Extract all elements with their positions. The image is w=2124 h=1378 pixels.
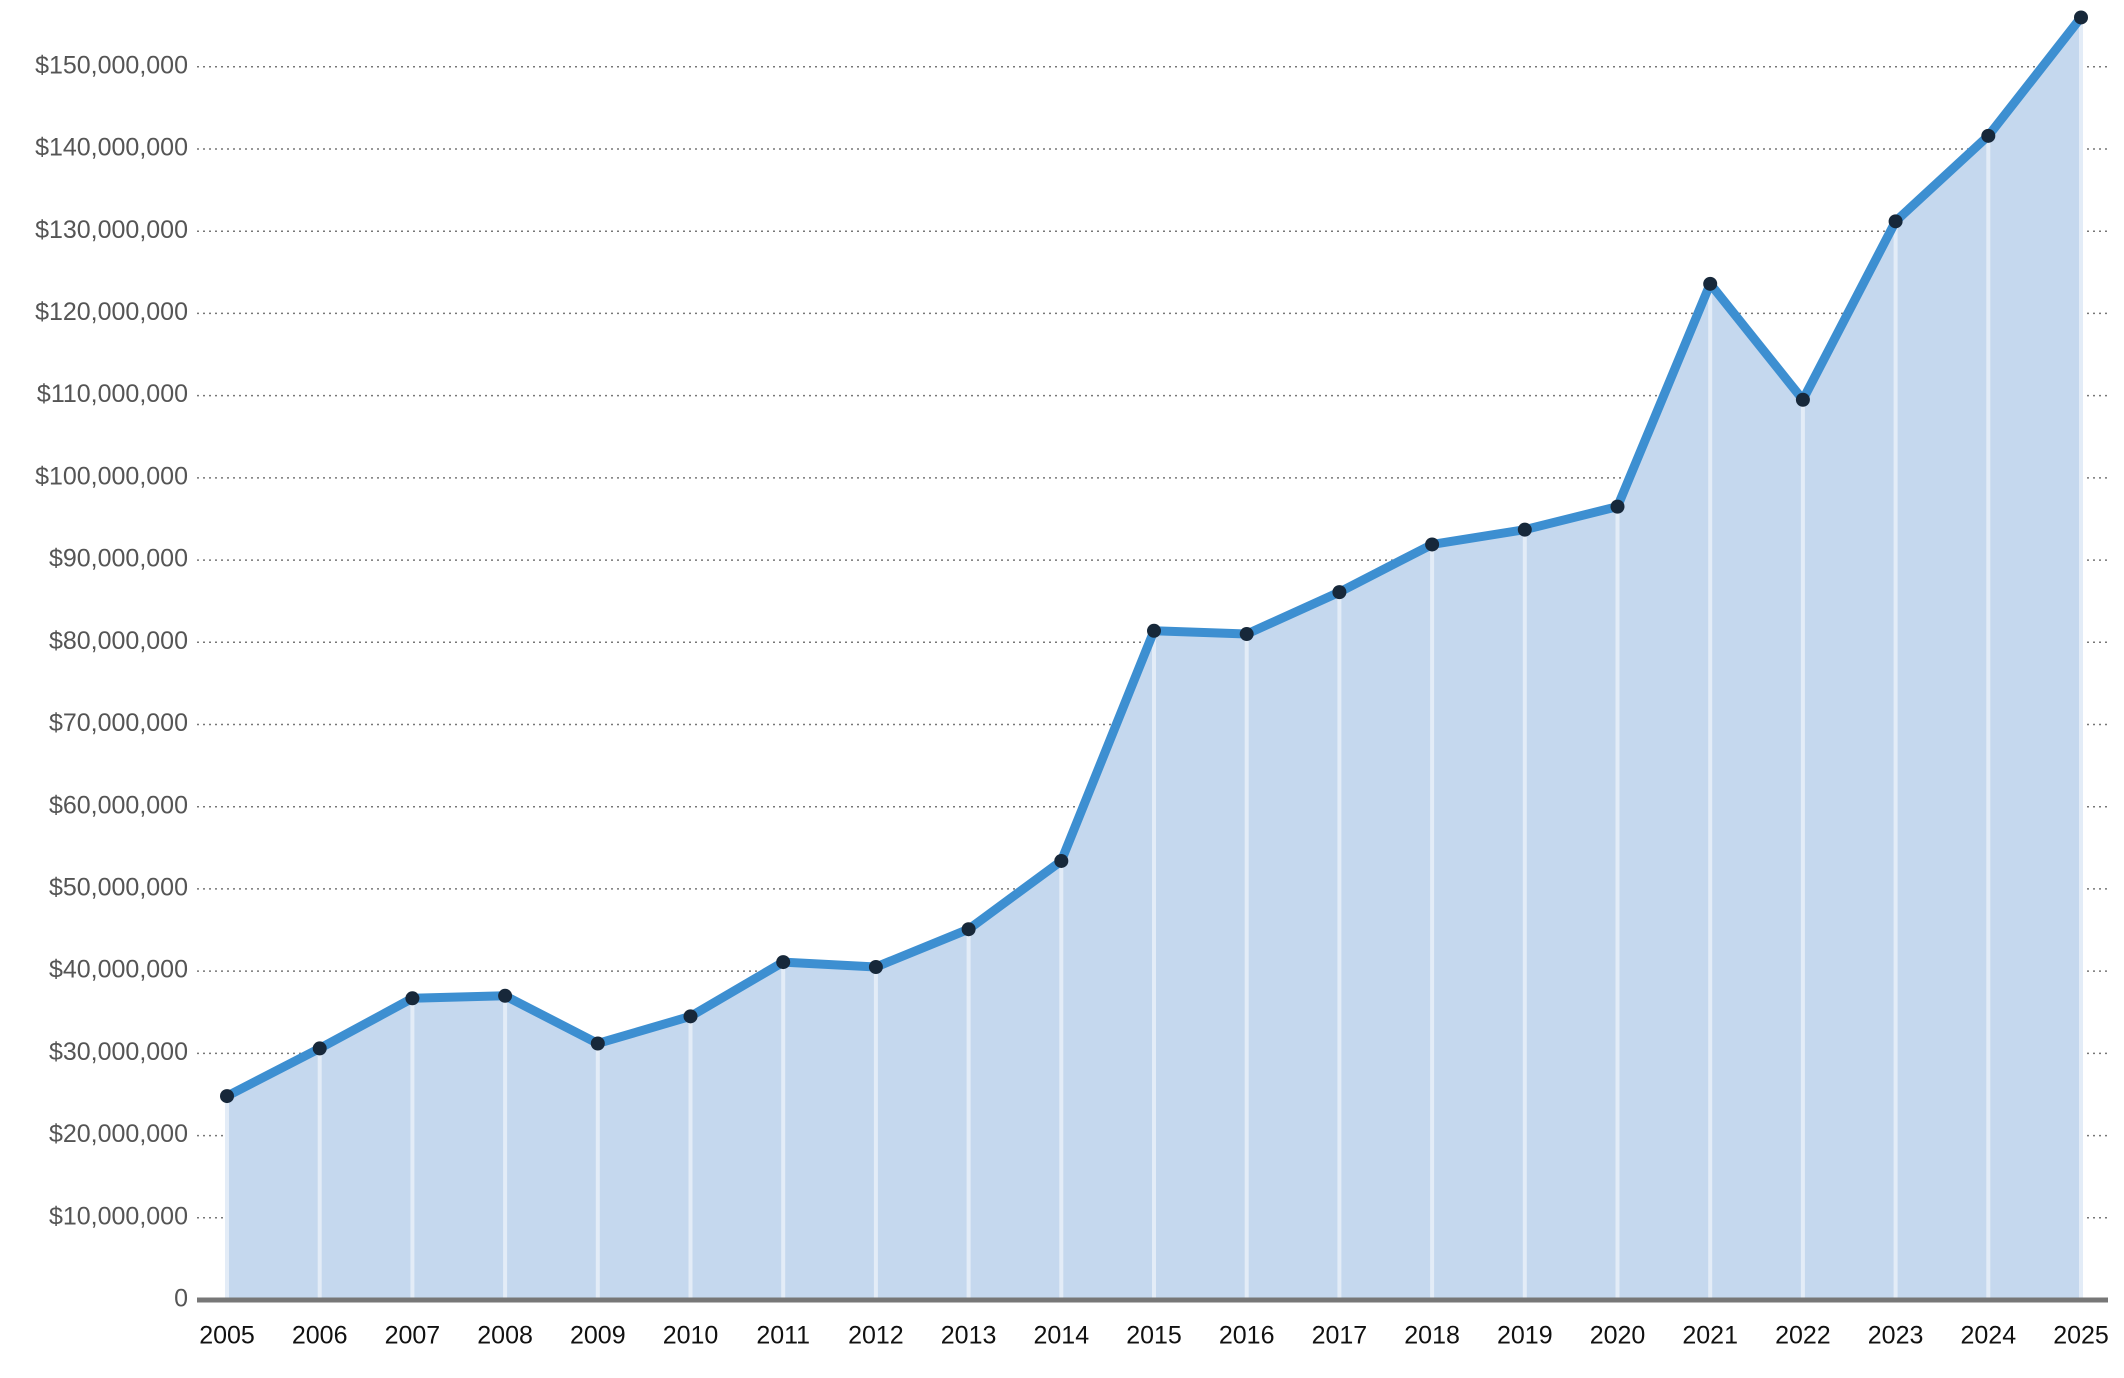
x-tick-label: 2025 — [2053, 1322, 2109, 1350]
point — [1054, 853, 1069, 868]
y-tick-label: $80,000,000 — [49, 627, 188, 655]
point — [312, 1041, 327, 1056]
point — [1610, 499, 1625, 514]
x-tick-label: 2013 — [941, 1322, 997, 1350]
y-tick-label: $70,000,000 — [49, 709, 188, 737]
x-tick-label: 2022 — [1775, 1322, 1831, 1350]
x-tick-label: 2017 — [1312, 1322, 1368, 1350]
point — [1888, 214, 1903, 229]
x-tick-label: 2007 — [385, 1322, 441, 1350]
y-tick-label: $10,000,000 — [49, 1202, 188, 1230]
x-tick-label: 2018 — [1404, 1322, 1460, 1350]
x-tick-label: 2006 — [292, 1322, 348, 1350]
x-tick-label: 2008 — [477, 1322, 533, 1350]
point — [405, 991, 420, 1006]
x-tick-label: 2015 — [1126, 1322, 1182, 1350]
y-tick-label: $110,000,000 — [37, 380, 188, 408]
point — [868, 960, 883, 975]
y-tick-label: $90,000,000 — [49, 545, 188, 573]
x-tick-label: 2020 — [1590, 1322, 1646, 1350]
x-tick-label: 2024 — [1960, 1322, 2016, 1350]
x-tick-label: 2005 — [199, 1322, 255, 1350]
x-tick-label: 2019 — [1497, 1322, 1553, 1350]
x-tick-label: 2012 — [848, 1322, 904, 1350]
point — [1147, 623, 1161, 638]
point — [1425, 537, 1440, 552]
y-tick-label: $20,000,000 — [49, 1120, 188, 1148]
y-tick-label: $120,000,000 — [35, 298, 188, 326]
x-tick-label: 2023 — [1868, 1322, 1924, 1350]
y-tick-label: $130,000,000 — [35, 216, 188, 244]
point — [590, 1036, 605, 1051]
point — [1981, 128, 1996, 143]
point — [1795, 392, 1810, 407]
x-tick-label: 2021 — [1682, 1322, 1738, 1350]
point — [2074, 10, 2088, 25]
point — [1703, 276, 1718, 291]
point — [1517, 522, 1532, 537]
point — [683, 1009, 698, 1024]
x-tick-label: 2014 — [1033, 1322, 1089, 1350]
point — [961, 922, 976, 937]
y-tick-label: $100,000,000 — [35, 462, 188, 490]
x-tick-label: 2009 — [570, 1322, 626, 1350]
point — [1332, 585, 1347, 600]
x-tick-label: 2011 — [756, 1322, 810, 1350]
y-tick-label: $40,000,000 — [49, 956, 188, 984]
y-tick-label: $140,000,000 — [35, 134, 188, 162]
y-tick-label: $150,000,000 — [35, 51, 188, 79]
y-tick-label: $30,000,000 — [49, 1038, 188, 1066]
point — [1239, 627, 1254, 642]
y-tick-label: 0 — [174, 1285, 188, 1313]
y-tick-label: $50,000,000 — [49, 874, 188, 902]
y-tick-label: $60,000,000 — [49, 791, 188, 819]
x-tick-label: 2016 — [1219, 1322, 1275, 1350]
point — [776, 955, 791, 970]
x-tick-label: 2010 — [663, 1322, 719, 1350]
point — [498, 988, 513, 1003]
point — [220, 1089, 234, 1104]
